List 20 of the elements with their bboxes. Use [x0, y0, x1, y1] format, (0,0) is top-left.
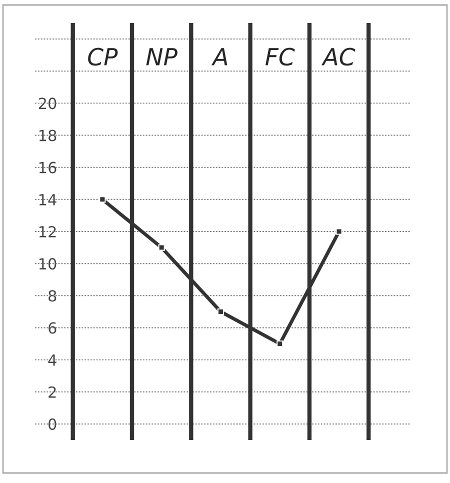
x-tick-label: CP [88, 48, 118, 66]
y-tick-label: 10 [39, 258, 56, 270]
y-tick-label: 8 [48, 290, 56, 302]
y-tick-label: 6 [48, 322, 56, 334]
y-tick-label: 18 [39, 130, 56, 142]
y-tick-label: 16 [39, 162, 56, 174]
point [336, 228, 342, 235]
y-tick-label: 4 [48, 354, 56, 366]
y-tick-label: 12 [39, 226, 56, 238]
y-tick-label: 0 [48, 418, 56, 430]
point [158, 244, 165, 251]
x-tick-label: A [211, 48, 228, 66]
x-tick-label: AC [321, 48, 356, 66]
y-tick-label: 2 [48, 386, 56, 398]
point [217, 308, 224, 315]
point [99, 196, 106, 203]
y-tick-label: 14 [39, 194, 56, 206]
x-tick-label: FC [265, 48, 295, 66]
x-tick-label: NP [146, 48, 178, 66]
y-tick-label: 20 [38, 98, 56, 110]
